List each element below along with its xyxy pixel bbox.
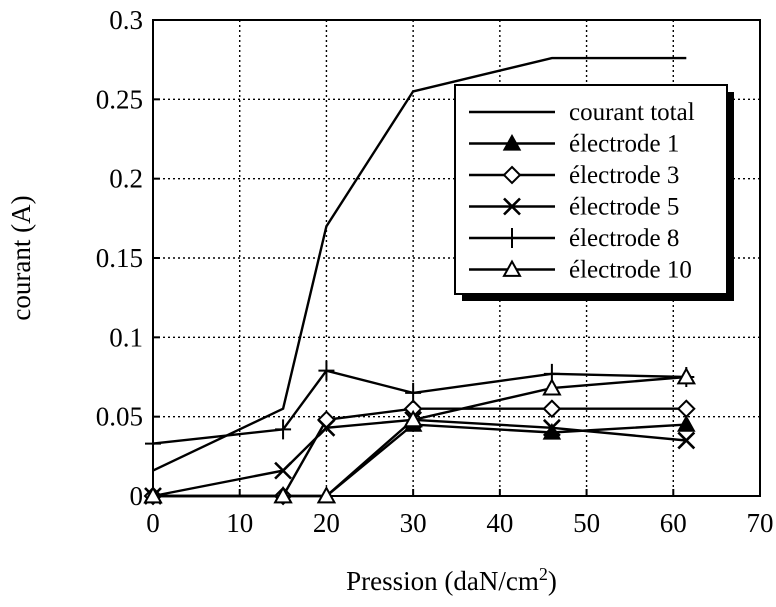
legend-swatch-marker [504, 228, 520, 248]
series-line [153, 375, 687, 498]
legend-swatch-marker [502, 133, 522, 151]
legend-swatch-marker [502, 165, 522, 185]
data-point [542, 418, 561, 437]
x-tick-label: 20 [313, 508, 340, 538]
series-1 [143, 415, 696, 504]
series-line [152, 56, 687, 472]
data-point [405, 382, 422, 403]
x-axis-label-main: Pression (daN/cm [346, 566, 539, 596]
legend-label: électrode 3 [569, 162, 679, 189]
data-point [316, 485, 337, 504]
data-point [403, 409, 423, 428]
x-tick-label: 10 [226, 508, 253, 538]
data-point [275, 419, 292, 440]
data-point [317, 410, 336, 430]
legend-swatch-marker [503, 197, 521, 216]
legend-box [454, 84, 728, 295]
legend-entry: électrode 8 [469, 225, 679, 252]
data-point [143, 485, 163, 504]
series-layer [143, 56, 696, 506]
y-tick-label: 0.1 [109, 322, 143, 352]
legend-items: courant total électrode 1 électrode 3 élect… [469, 99, 695, 284]
y-tick-label: 0 [130, 481, 144, 511]
data-point [542, 399, 562, 419]
y-tick-label: 0.15 [96, 243, 143, 273]
y-tick-label: 0.3 [109, 5, 143, 35]
x-axis-label: Pression (daN/cm2) [346, 564, 557, 596]
data-point [677, 431, 696, 450]
x-tick-label: 70 [747, 508, 774, 538]
legend-label: électrode 10 [569, 257, 692, 284]
legend-label: électrode 1 [569, 131, 679, 158]
data-point [676, 366, 696, 385]
x-tick-label: 30 [400, 508, 427, 538]
y-axis-label: courant (A) [6, 195, 36, 320]
series-0 [152, 56, 687, 472]
legend-entry: électrode 1 [469, 131, 679, 158]
legend-entry: électrode 3 [469, 162, 679, 189]
legend-label: électrode 5 [569, 194, 679, 221]
x-axis-label-end: ) [548, 566, 557, 596]
data-point [317, 418, 336, 437]
x-tick-label: 0 [146, 508, 160, 538]
y-tick-label: 0.2 [109, 164, 143, 194]
data-point [542, 378, 562, 396]
data-point [318, 360, 335, 381]
x-axis-label-sup: 2 [539, 564, 548, 584]
ticks: 0 10 20 30 40 50 60 70 0 0.05 0.1 0.15 0.2 0.25 0.3 [96, 5, 774, 538]
series-line [152, 418, 687, 498]
data-point [676, 399, 696, 419]
legend-label: électrode 8 [569, 225, 679, 252]
x-tick-label: 50 [573, 508, 600, 538]
series-line [152, 369, 687, 445]
y-tick-label: 0.25 [96, 84, 143, 114]
x-tick-label: 60 [660, 508, 687, 538]
x-tick-label: 40 [486, 508, 513, 538]
legend-entry: électrode 10 [469, 257, 692, 284]
data-point [274, 461, 292, 480]
legend: courant total électrode 1 électrode 3 élect… [454, 84, 734, 301]
legend-swatch-marker [502, 259, 522, 277]
data-point [677, 415, 696, 432]
data-point [273, 485, 293, 504]
legend-entry: électrode 5 [469, 194, 679, 221]
legend-label: courant total [569, 99, 695, 126]
legend-entry: courant total [469, 99, 695, 126]
data-point [145, 433, 161, 454]
y-tick-label: 0.05 [96, 402, 143, 432]
series-5 [143, 366, 696, 504]
